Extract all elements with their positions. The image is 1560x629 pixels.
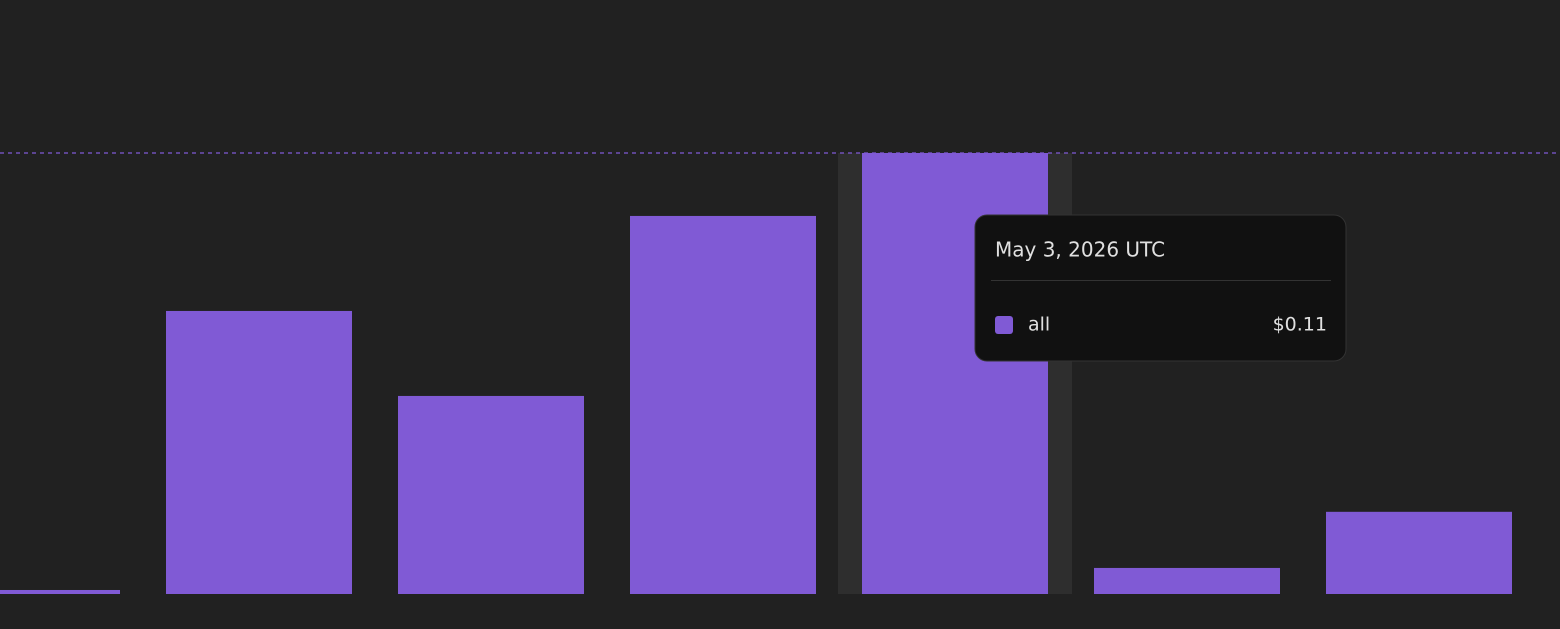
legend-label: all bbox=[1028, 314, 1050, 336]
bar bbox=[0, 589, 120, 594]
bar bbox=[398, 395, 584, 594]
tooltip-value: $0.11 bbox=[1273, 314, 1327, 336]
legend-swatch bbox=[995, 316, 1013, 334]
bar bbox=[166, 310, 352, 594]
tooltip-box bbox=[974, 214, 1347, 362]
bar bbox=[630, 215, 816, 594]
bar bbox=[1326, 511, 1512, 594]
bar bbox=[1094, 567, 1280, 594]
tooltip: May 3, 2026 UTC all $0.11 bbox=[974, 214, 1347, 362]
tooltip-date: May 3, 2026 UTC bbox=[995, 238, 1165, 262]
